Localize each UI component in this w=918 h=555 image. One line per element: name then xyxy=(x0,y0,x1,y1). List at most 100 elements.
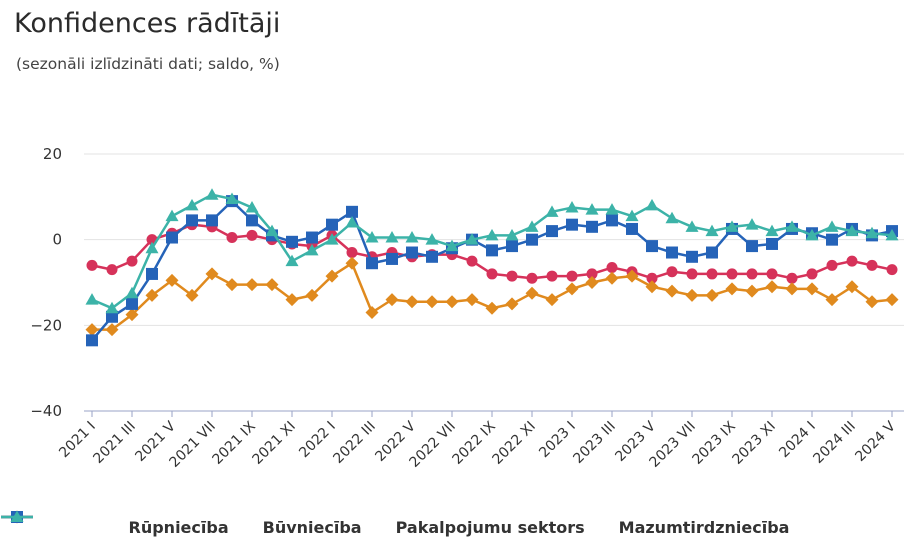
data-point[interactable] xyxy=(105,323,119,337)
data-point[interactable] xyxy=(365,231,379,243)
data-point[interactable] xyxy=(805,228,819,241)
data-point[interactable] xyxy=(346,247,358,259)
data-point[interactable] xyxy=(145,288,159,302)
data-point[interactable] xyxy=(766,237,778,250)
data-point[interactable] xyxy=(525,220,539,232)
data-point[interactable] xyxy=(146,267,158,280)
data-point[interactable] xyxy=(165,209,179,222)
data-point[interactable] xyxy=(445,295,459,309)
data-point[interactable] xyxy=(505,228,519,241)
data-point[interactable] xyxy=(785,220,799,232)
data-point[interactable] xyxy=(546,225,558,238)
data-point[interactable] xyxy=(706,246,718,259)
data-point[interactable] xyxy=(785,282,799,296)
legend-item[interactable]: Pakalpojumu sektors xyxy=(1,511,585,537)
data-point[interactable] xyxy=(766,268,778,280)
data-point[interactable] xyxy=(126,255,138,267)
data-point[interactable] xyxy=(525,286,539,300)
data-point[interactable] xyxy=(526,233,538,246)
data-point[interactable] xyxy=(185,288,199,302)
data-point[interactable] xyxy=(625,269,639,283)
data-point[interactable] xyxy=(645,280,659,294)
data-point[interactable] xyxy=(305,243,319,256)
data-point[interactable] xyxy=(505,297,519,311)
data-point[interactable] xyxy=(666,266,678,278)
data-point[interactable] xyxy=(245,278,259,292)
data-point[interactable] xyxy=(686,268,698,280)
data-point[interactable] xyxy=(765,280,779,294)
data-point[interactable] xyxy=(786,272,798,284)
data-point[interactable] xyxy=(406,246,418,259)
data-point[interactable] xyxy=(565,201,579,213)
data-point[interactable] xyxy=(646,272,658,284)
data-point[interactable] xyxy=(386,252,398,265)
data-point[interactable] xyxy=(685,220,699,232)
data-point[interactable] xyxy=(466,255,478,267)
data-point[interactable] xyxy=(826,259,838,271)
data-point[interactable] xyxy=(245,201,259,213)
data-point[interactable] xyxy=(485,228,499,241)
data-point[interactable] xyxy=(566,270,578,282)
data-point[interactable] xyxy=(726,268,738,280)
data-point[interactable] xyxy=(586,220,598,233)
data-point[interactable] xyxy=(246,229,258,241)
data-point[interactable] xyxy=(886,264,898,276)
data-point[interactable] xyxy=(885,228,899,241)
data-point[interactable] xyxy=(665,211,679,224)
data-point[interactable] xyxy=(626,222,638,235)
data-point[interactable] xyxy=(106,264,118,276)
data-point[interactable] xyxy=(126,297,138,310)
data-point[interactable] xyxy=(205,267,219,281)
data-point[interactable] xyxy=(326,218,338,231)
data-point[interactable] xyxy=(285,293,299,307)
data-point[interactable] xyxy=(265,278,279,292)
data-point[interactable] xyxy=(366,257,378,270)
data-point[interactable] xyxy=(865,295,879,309)
data-point[interactable] xyxy=(845,280,859,294)
data-point[interactable] xyxy=(725,220,739,232)
data-point[interactable] xyxy=(825,220,839,232)
data-point[interactable] xyxy=(546,270,558,282)
data-point[interactable] xyxy=(345,256,359,270)
data-point[interactable] xyxy=(885,293,899,307)
data-point[interactable] xyxy=(205,188,219,200)
data-point[interactable] xyxy=(346,205,358,218)
data-point[interactable] xyxy=(225,278,239,292)
data-point[interactable] xyxy=(746,240,758,253)
data-point[interactable] xyxy=(165,273,179,287)
data-point[interactable] xyxy=(586,268,598,280)
data-point[interactable] xyxy=(745,218,759,230)
data-point[interactable] xyxy=(566,218,578,231)
data-point[interactable] xyxy=(486,244,498,257)
data-point[interactable] xyxy=(206,214,218,227)
data-point[interactable] xyxy=(185,198,199,211)
data-point[interactable] xyxy=(405,231,419,243)
data-point[interactable] xyxy=(705,288,719,302)
data-point[interactable] xyxy=(866,259,878,271)
data-point[interactable] xyxy=(166,231,178,244)
data-point[interactable] xyxy=(85,293,99,305)
data-point[interactable] xyxy=(806,268,818,280)
data-point[interactable] xyxy=(865,226,879,239)
data-point[interactable] xyxy=(345,216,359,228)
data-point[interactable] xyxy=(825,293,839,307)
data-point[interactable] xyxy=(685,288,699,302)
data-point[interactable] xyxy=(125,286,139,299)
legend-item[interactable]: Rūpniecība xyxy=(1,511,229,537)
data-point[interactable] xyxy=(325,269,339,283)
data-point[interactable] xyxy=(425,233,439,245)
data-point[interactable] xyxy=(565,282,579,296)
data-point[interactable] xyxy=(385,231,399,243)
data-point[interactable] xyxy=(666,246,678,259)
data-point[interactable] xyxy=(506,240,518,253)
data-point[interactable] xyxy=(605,203,619,215)
data-point[interactable] xyxy=(845,224,859,237)
data-point[interactable] xyxy=(826,233,838,246)
data-point[interactable] xyxy=(645,198,659,211)
data-point[interactable] xyxy=(765,224,779,237)
legend-item[interactable]: Būvniecība xyxy=(1,510,362,537)
data-point[interactable] xyxy=(606,214,618,227)
data-point[interactable] xyxy=(625,209,639,222)
data-point[interactable] xyxy=(665,284,679,298)
data-point[interactable] xyxy=(85,323,99,337)
